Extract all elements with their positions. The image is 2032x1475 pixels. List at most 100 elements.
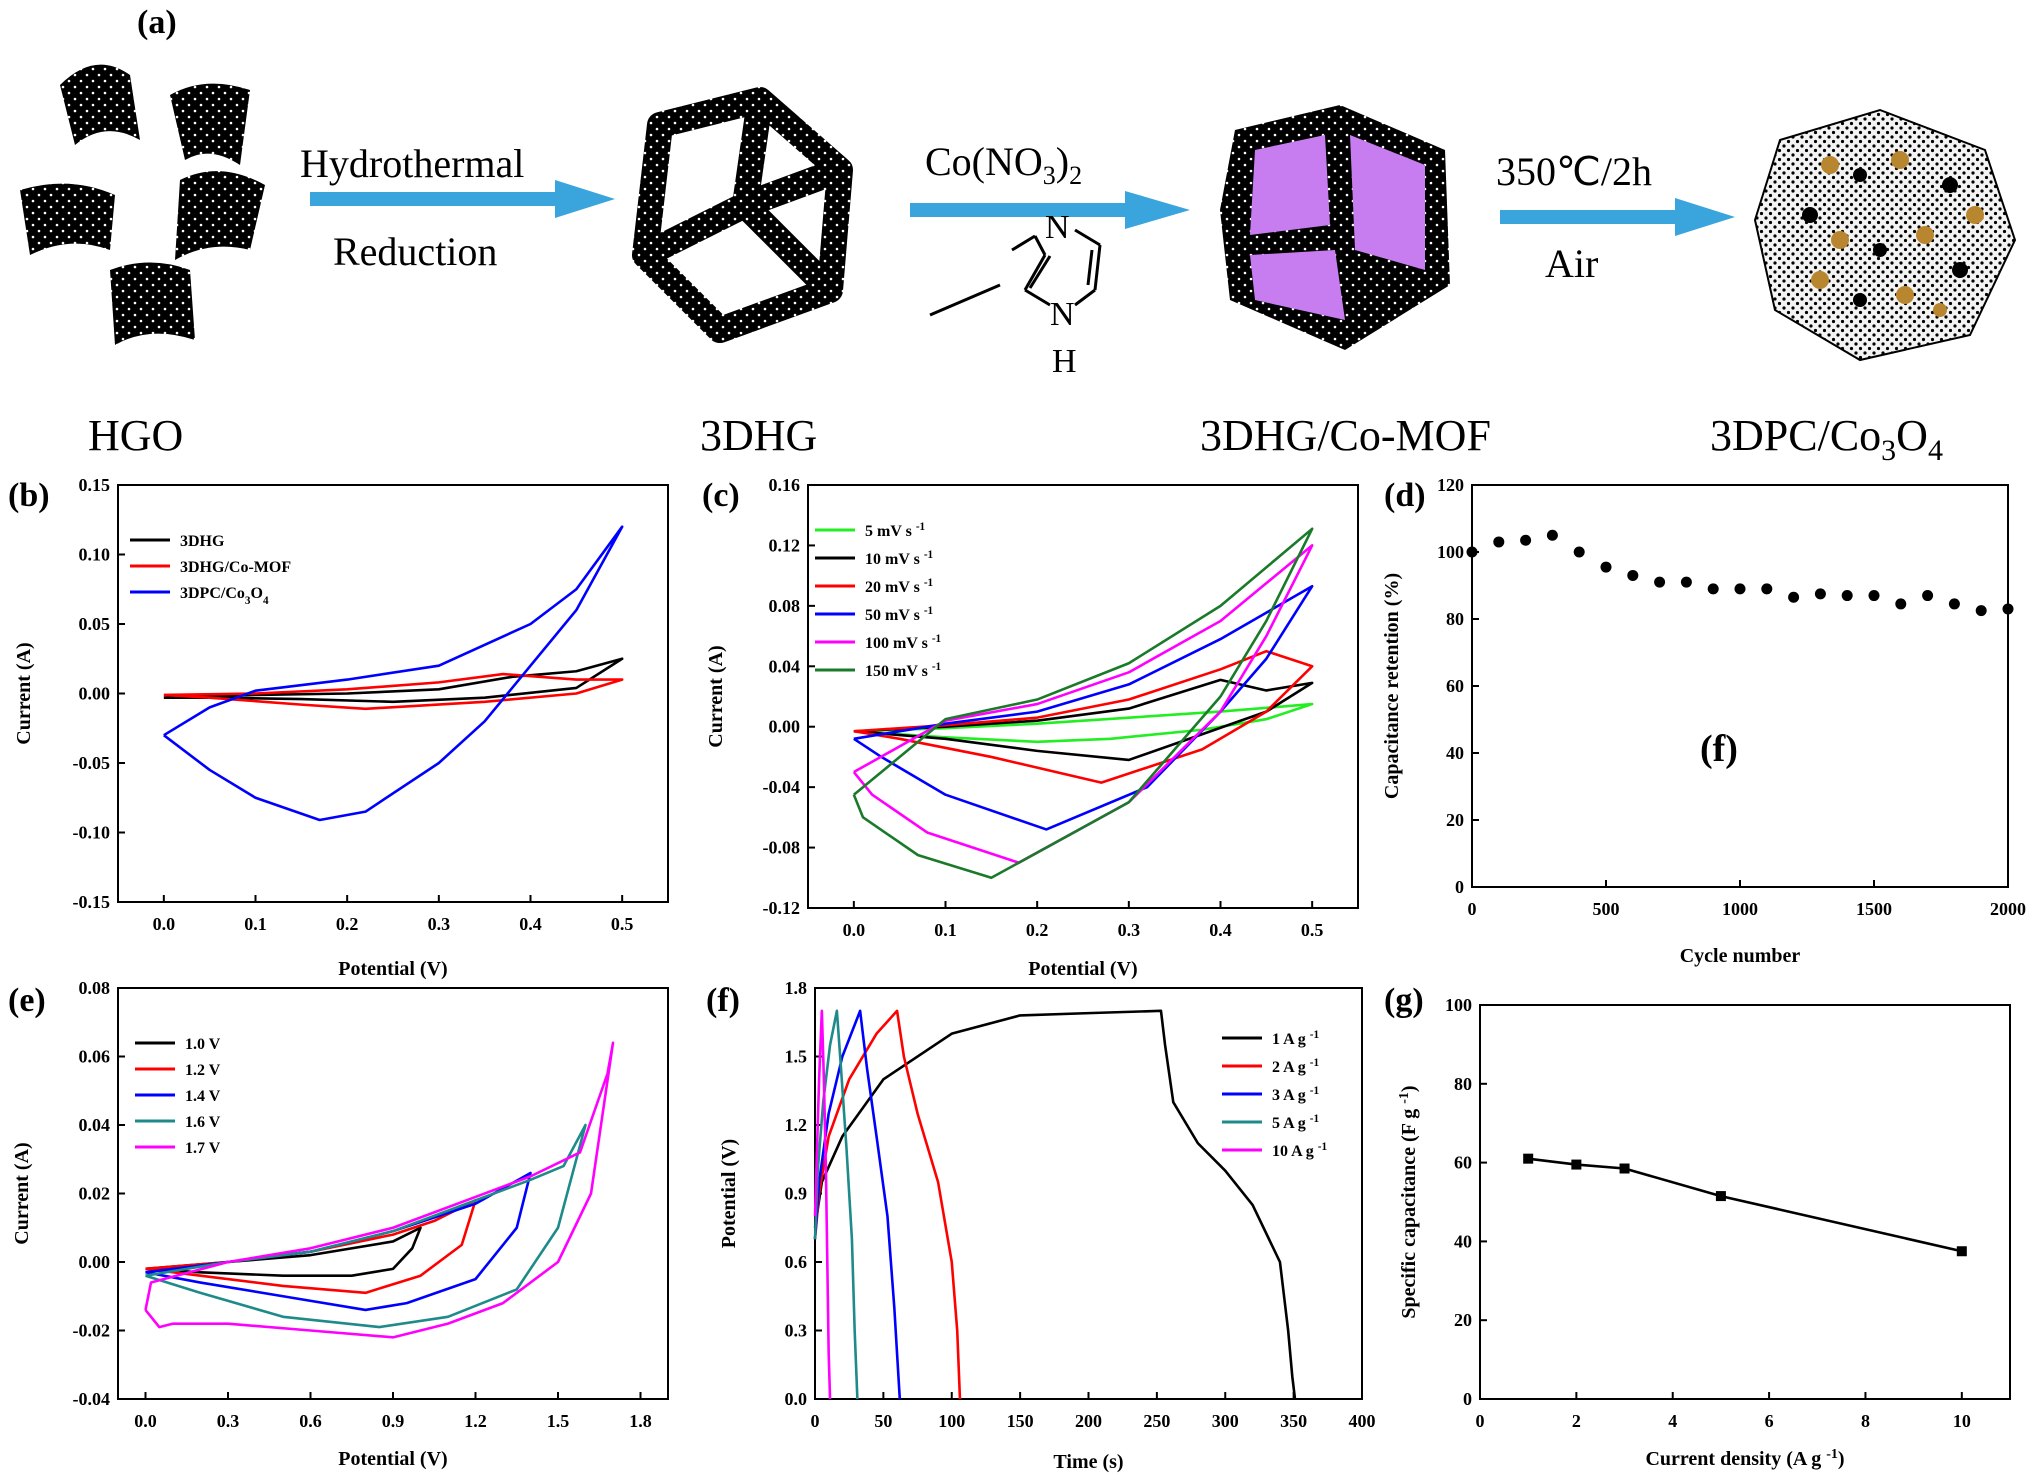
series-line	[144, 1041, 615, 1339]
x-tick-label: 0	[1468, 899, 1477, 919]
series-line	[145, 1226, 422, 1277]
step1-label-line1: Hydrothermal	[300, 141, 525, 186]
y-tick-label: -0.05	[73, 753, 111, 773]
y-tick-label: 0.06	[79, 1047, 111, 1067]
series-line	[163, 657, 624, 704]
legend-label: 2 A g -1	[1272, 1057, 1320, 1076]
y-tick-label: 80	[1446, 609, 1464, 629]
legend-label: 100 mV s -1	[865, 633, 942, 652]
x-tick-label: 1000	[1722, 899, 1758, 919]
y-tick-label: 0.02	[79, 1184, 111, 1204]
y-tick-label: 0.05	[79, 614, 111, 634]
legend-label: 1.4 V	[185, 1088, 221, 1105]
co-mof-icon	[1220, 105, 1450, 350]
x-axis-label: Time (s)	[1053, 1451, 1123, 1473]
chart-panel-f: (f) 0 50 100 150 200 250 300 350 400 0.0 0.3 0.6 0.9 1…	[706, 978, 1376, 1473]
y-axis-label: Current (A)	[705, 645, 727, 747]
series-line	[853, 702, 1314, 744]
y-axis-label: Capacitance retention (%)	[1381, 573, 1403, 799]
x-axis-label: Potential (V)	[338, 1448, 447, 1470]
x-tick-label: 50	[874, 1411, 892, 1431]
legend-label: 3DPC/Co3O4	[180, 585, 269, 607]
data-point	[1707, 583, 1719, 595]
y-tick-label: 0	[1463, 1389, 1472, 1409]
data-point	[1627, 569, 1639, 581]
x-tick-label: 150	[1007, 1411, 1034, 1431]
y-tick-label: 0.04	[769, 656, 801, 676]
imidazole-structure-icon	[929, 228, 1102, 317]
scheme-illustration: N N H	[20, 64, 2017, 380]
data-point	[1814, 588, 1826, 600]
data-point	[1654, 576, 1666, 588]
y-tick-label: 0.16	[769, 475, 801, 495]
x-tick-label: 300	[1212, 1411, 1239, 1431]
y-tick-label: 100	[1445, 995, 1472, 1015]
series-line	[145, 1123, 587, 1329]
data-marker	[1619, 1163, 1630, 1174]
material-label-3dpc-co3o4: 3DPC/Co3O4	[1710, 411, 1943, 467]
series-line	[853, 678, 1314, 762]
x-tick-label: 1500	[1856, 899, 1892, 919]
series-line	[853, 649, 1314, 784]
y-tick-label: 0	[1455, 877, 1464, 897]
y-tick-label: 0.15	[79, 475, 111, 495]
y-tick-label: -0.02	[73, 1321, 111, 1341]
y-tick-label: 0.0	[785, 1389, 808, 1409]
data-point	[1600, 561, 1612, 573]
x-tick-label: 10	[1953, 1411, 1971, 1431]
imidazole-atom-h: H	[1052, 343, 1077, 380]
y-tick-label: 80	[1454, 1074, 1472, 1094]
y-tick-label: 0.6	[785, 1252, 808, 1272]
x-tick-label: 2	[1572, 1411, 1581, 1431]
chart-panel-b: (b) 0.0 0.1 0.2 0.3 0.4 0.5 -0.15 -0.10 -0.05 0.00…	[8, 475, 669, 980]
legend-label: 5 A g -1	[1272, 1113, 1320, 1132]
data-marker	[1715, 1191, 1726, 1202]
x-tick-label: 0.5	[611, 914, 634, 934]
x-tick-label: 0.2	[336, 914, 359, 934]
legend-label: 20 mV s -1	[865, 577, 934, 596]
data-point	[1734, 583, 1746, 595]
x-axis-label: Potential (V)	[1028, 958, 1137, 980]
plot-frame	[1479, 1004, 2011, 1400]
data-point	[1895, 598, 1907, 610]
y-axis-label: Specific capacitance (F g -1)	[1397, 1085, 1421, 1318]
series-line	[163, 672, 624, 711]
x-tick-label: 1.5	[547, 1411, 570, 1431]
y-tick-label: -0.04	[73, 1389, 111, 1409]
y-tick-label: 0.04	[79, 1115, 111, 1135]
x-tick-label: 500	[1593, 899, 1620, 919]
y-tick-label: 20	[1454, 1310, 1472, 1330]
x-tick-label: 0.9	[382, 1411, 405, 1431]
data-point	[1975, 605, 1987, 617]
y-tick-label: 40	[1446, 743, 1464, 763]
co3o4-composite-icon	[1753, 108, 2017, 362]
legend-label: 5 mV s -1	[865, 521, 926, 540]
x-tick-label: 200	[1075, 1411, 1102, 1431]
y-tick-label: 0.00	[79, 1252, 111, 1272]
x-tick-label: 0.0	[153, 914, 176, 934]
x-tick-label: 8	[1861, 1411, 1870, 1431]
step2-reagent-label: Co(NO3)2	[925, 139, 1083, 190]
x-tick-label: 0	[1476, 1411, 1485, 1431]
y-tick-label: -0.12	[763, 898, 801, 918]
plot-frame	[1471, 484, 2009, 888]
y-axis-label: Current (A)	[11, 1142, 33, 1244]
series-line	[813, 1009, 962, 1400]
x-tick-label: 2000	[1990, 899, 2026, 919]
panel-letter: (f)	[706, 982, 740, 1019]
series-line	[163, 525, 624, 822]
legend-label: 10 A g -1	[1272, 1141, 1328, 1160]
series-line	[852, 527, 1314, 880]
data-point	[1493, 536, 1505, 548]
y-tick-label: 0.00	[769, 717, 801, 737]
x-tick-label: 1.2	[464, 1411, 487, 1431]
panel-letter: (d)	[1384, 477, 1426, 514]
data-point	[1520, 534, 1532, 546]
x-tick-label: 0.2	[1026, 920, 1049, 940]
panel-letter: (g)	[1384, 982, 1424, 1019]
y-tick-label: 0.12	[769, 535, 801, 555]
data-point	[1788, 591, 1800, 603]
legend-label: 1.7 V	[185, 1140, 221, 1157]
